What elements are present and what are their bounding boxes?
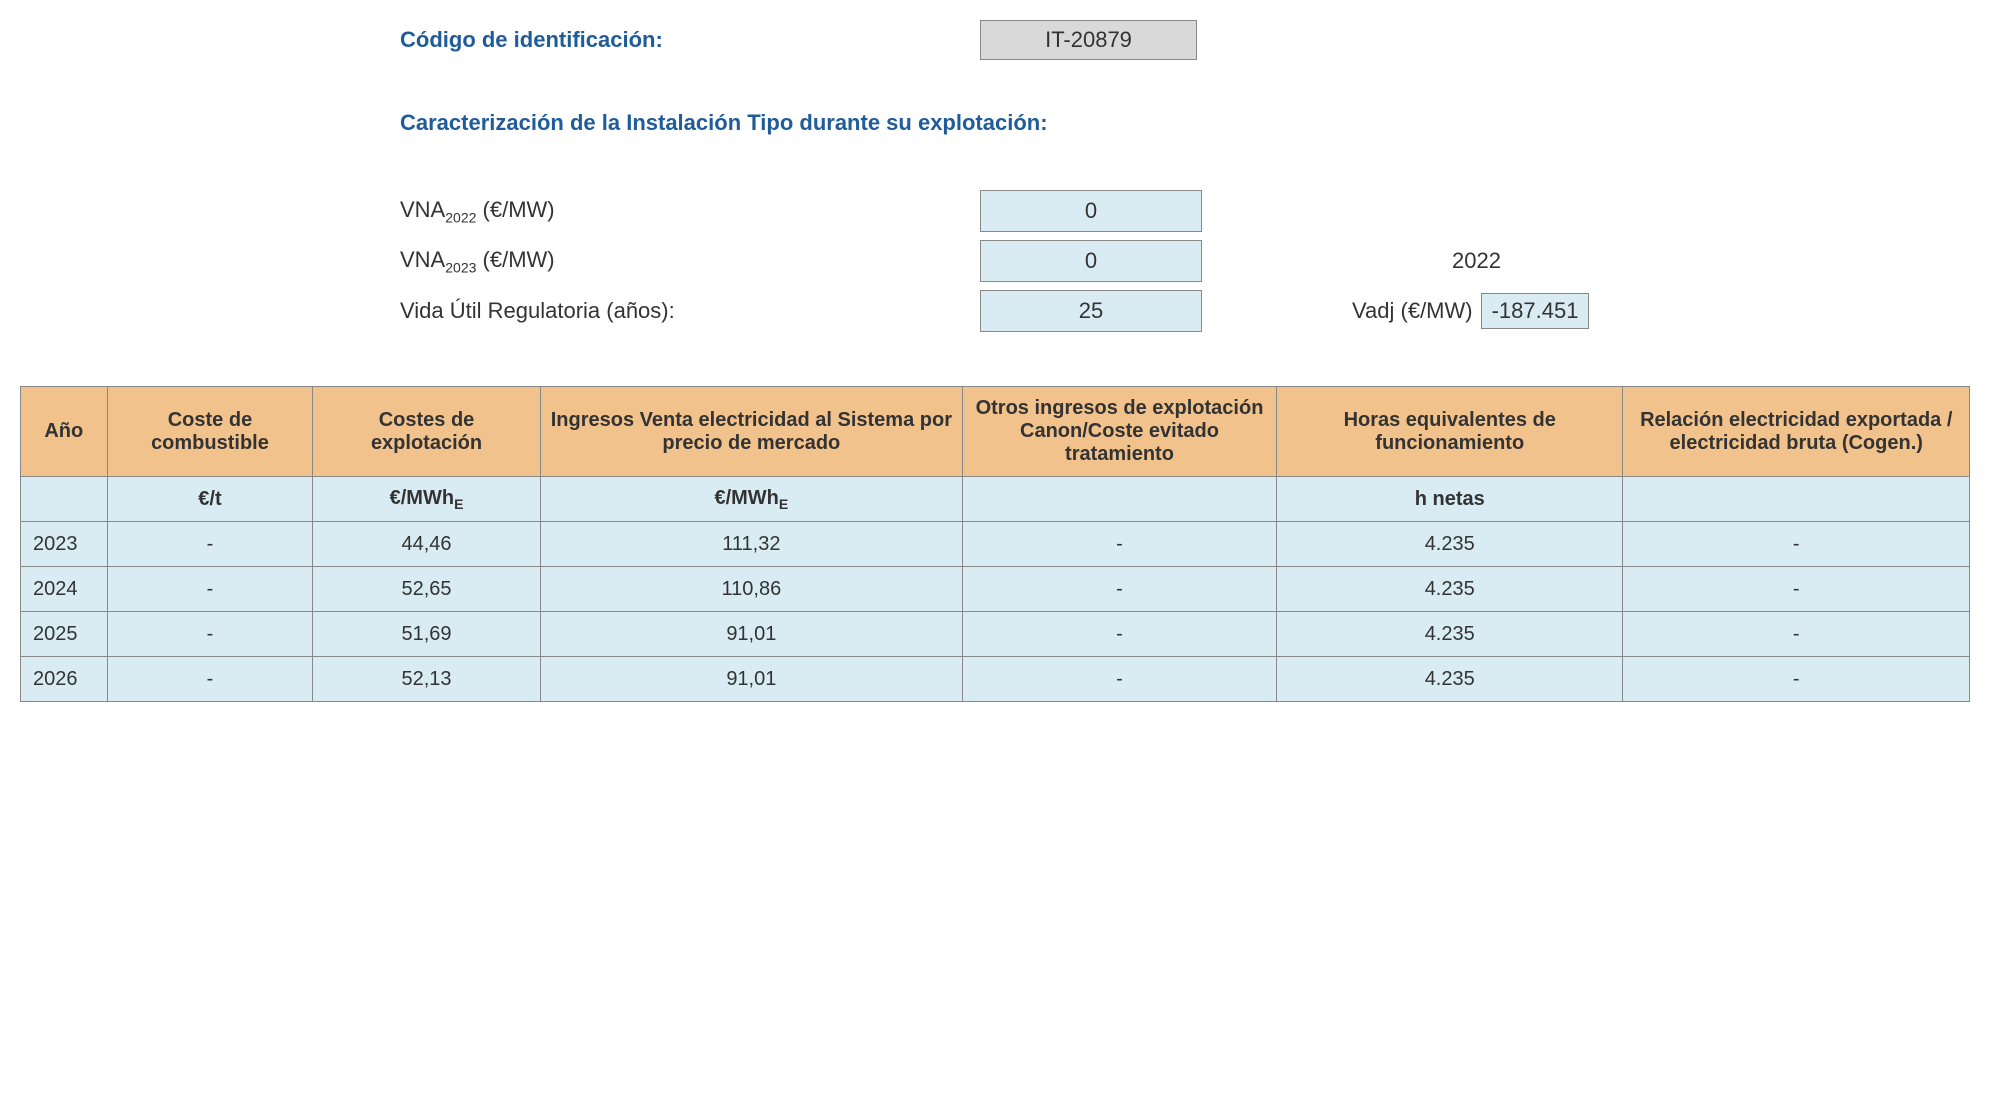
vna2023-label-sub: 2023 — [445, 259, 476, 275]
cell-c6: - — [1623, 522, 1970, 567]
th-ingresos-venta: Ingresos Venta electricidad al Sistema p… — [540, 387, 962, 477]
unit-c5: h netas — [1276, 477, 1622, 522]
vadj-label: Vadj (€/MW) — [1352, 298, 1473, 324]
cell-c4: - — [962, 657, 1276, 702]
section-title: Caracterización de la Instalación Tipo d… — [400, 110, 1980, 136]
cell-c2: 51,69 — [313, 612, 540, 657]
vida-label: Vida Útil Regulatoria (años): — [400, 298, 980, 324]
cell-c2: 44,46 — [313, 522, 540, 567]
unit-c2: €/MWhE — [313, 477, 540, 522]
table-row: 2024-52,65110,86-4.235- — [21, 567, 1970, 612]
vida-row: Vida Útil Regulatoria (años): 25 Vadj (€… — [400, 286, 1980, 336]
cell-c6: - — [1623, 657, 1970, 702]
vna2023-label: VNA2023 (€/MW) — [400, 247, 980, 275]
unit-c6 — [1623, 477, 1970, 522]
unit-c2-prefix: €/MWh — [390, 487, 454, 509]
unit-c2-sub: E — [454, 496, 463, 512]
cell-c4: - — [962, 522, 1276, 567]
header-row: Año Coste de combustible Costes de explo… — [21, 387, 1970, 477]
vna2022-value: 0 — [980, 190, 1202, 232]
cell-c0: 2026 — [21, 657, 108, 702]
vna2023-row: VNA2023 (€/MW) 0 2022 — [400, 236, 1980, 286]
th-ano: Año — [21, 387, 108, 477]
cell-c1: - — [107, 522, 313, 567]
unit-c1-text: €/t — [198, 488, 221, 510]
unit-c3-sub: E — [779, 496, 788, 512]
table-row: 2025-51,6991,01-4.235- — [21, 612, 1970, 657]
cell-c2: 52,13 — [313, 657, 540, 702]
unit-c5-text: h netas — [1415, 488, 1485, 510]
cell-c3: 111,32 — [540, 522, 962, 567]
cell-c5: 4.235 — [1276, 522, 1622, 567]
unit-c3: €/MWhE — [540, 477, 962, 522]
vadj-value: -187.451 — [1481, 293, 1590, 329]
id-value-box: IT-20879 — [980, 20, 1197, 60]
cell-c5: 4.235 — [1276, 657, 1622, 702]
vna2023-label-suffix: (€/MW) — [476, 247, 554, 272]
cell-c3: 91,01 — [540, 657, 962, 702]
cell-c6: - — [1623, 567, 1970, 612]
vna2023-label-prefix: VNA — [400, 247, 445, 272]
unit-c0 — [21, 477, 108, 522]
th-horas-equivalentes: Horas equivalentes de funcionamiento — [1276, 387, 1622, 477]
cell-c3: 110,86 — [540, 567, 962, 612]
vna2022-row: VNA2022 (€/MW) 0 — [400, 186, 1980, 236]
vna2022-label-prefix: VNA — [400, 197, 445, 222]
cell-c6: - — [1623, 612, 1970, 657]
vna2023-value: 0 — [980, 240, 1202, 282]
unit-c4 — [962, 477, 1276, 522]
cell-c3: 91,01 — [540, 612, 962, 657]
cell-c5: 4.235 — [1276, 567, 1622, 612]
cell-c0: 2024 — [21, 567, 108, 612]
cell-c0: 2025 — [21, 612, 108, 657]
vna2022-label-suffix: (€/MW) — [476, 197, 554, 222]
th-costes-explotacion: Costes de explotación — [313, 387, 540, 477]
cell-c1: - — [107, 612, 313, 657]
cell-c4: - — [962, 612, 1276, 657]
vna2022-label-sub: 2022 — [445, 209, 476, 225]
vna2022-label: VNA2022 (€/MW) — [400, 197, 980, 225]
th-otros-ingresos: Otros ingresos de explotación Canon/Cost… — [962, 387, 1276, 477]
cell-c5: 4.235 — [1276, 612, 1622, 657]
params-block: VNA2022 (€/MW) 0 VNA2023 (€/MW) 0 2022 V… — [400, 186, 1980, 336]
table-row: 2023-44,46111,32-4.235- — [21, 522, 1970, 567]
data-table: Año Coste de combustible Costes de explo… — [20, 386, 1970, 702]
th-coste-combustible: Coste de combustible — [107, 387, 313, 477]
unit-c1: €/t — [107, 477, 313, 522]
cell-c1: - — [107, 657, 313, 702]
cell-c0: 2023 — [21, 522, 108, 567]
unit-c3-prefix: €/MWh — [714, 487, 778, 509]
th-relacion-electricidad: Relación electricidad exportada / electr… — [1623, 387, 1970, 477]
cell-c2: 52,65 — [313, 567, 540, 612]
table-row: 2026-52,1391,01-4.235- — [21, 657, 1970, 702]
vadj-group: Vadj (€/MW) -187.451 — [1352, 293, 1589, 329]
units-row: €/t €/MWhE €/MWhE h netas — [21, 477, 1970, 522]
id-row: Código de identificación: IT-20879 — [400, 20, 1980, 60]
cell-c4: - — [962, 567, 1276, 612]
year-extra: 2022 — [1452, 248, 1501, 274]
id-label: Código de identificación: — [400, 27, 980, 53]
cell-c1: - — [107, 567, 313, 612]
vida-value: 25 — [980, 290, 1202, 332]
header-section: Código de identificación: IT-20879 Carac… — [400, 20, 1980, 136]
